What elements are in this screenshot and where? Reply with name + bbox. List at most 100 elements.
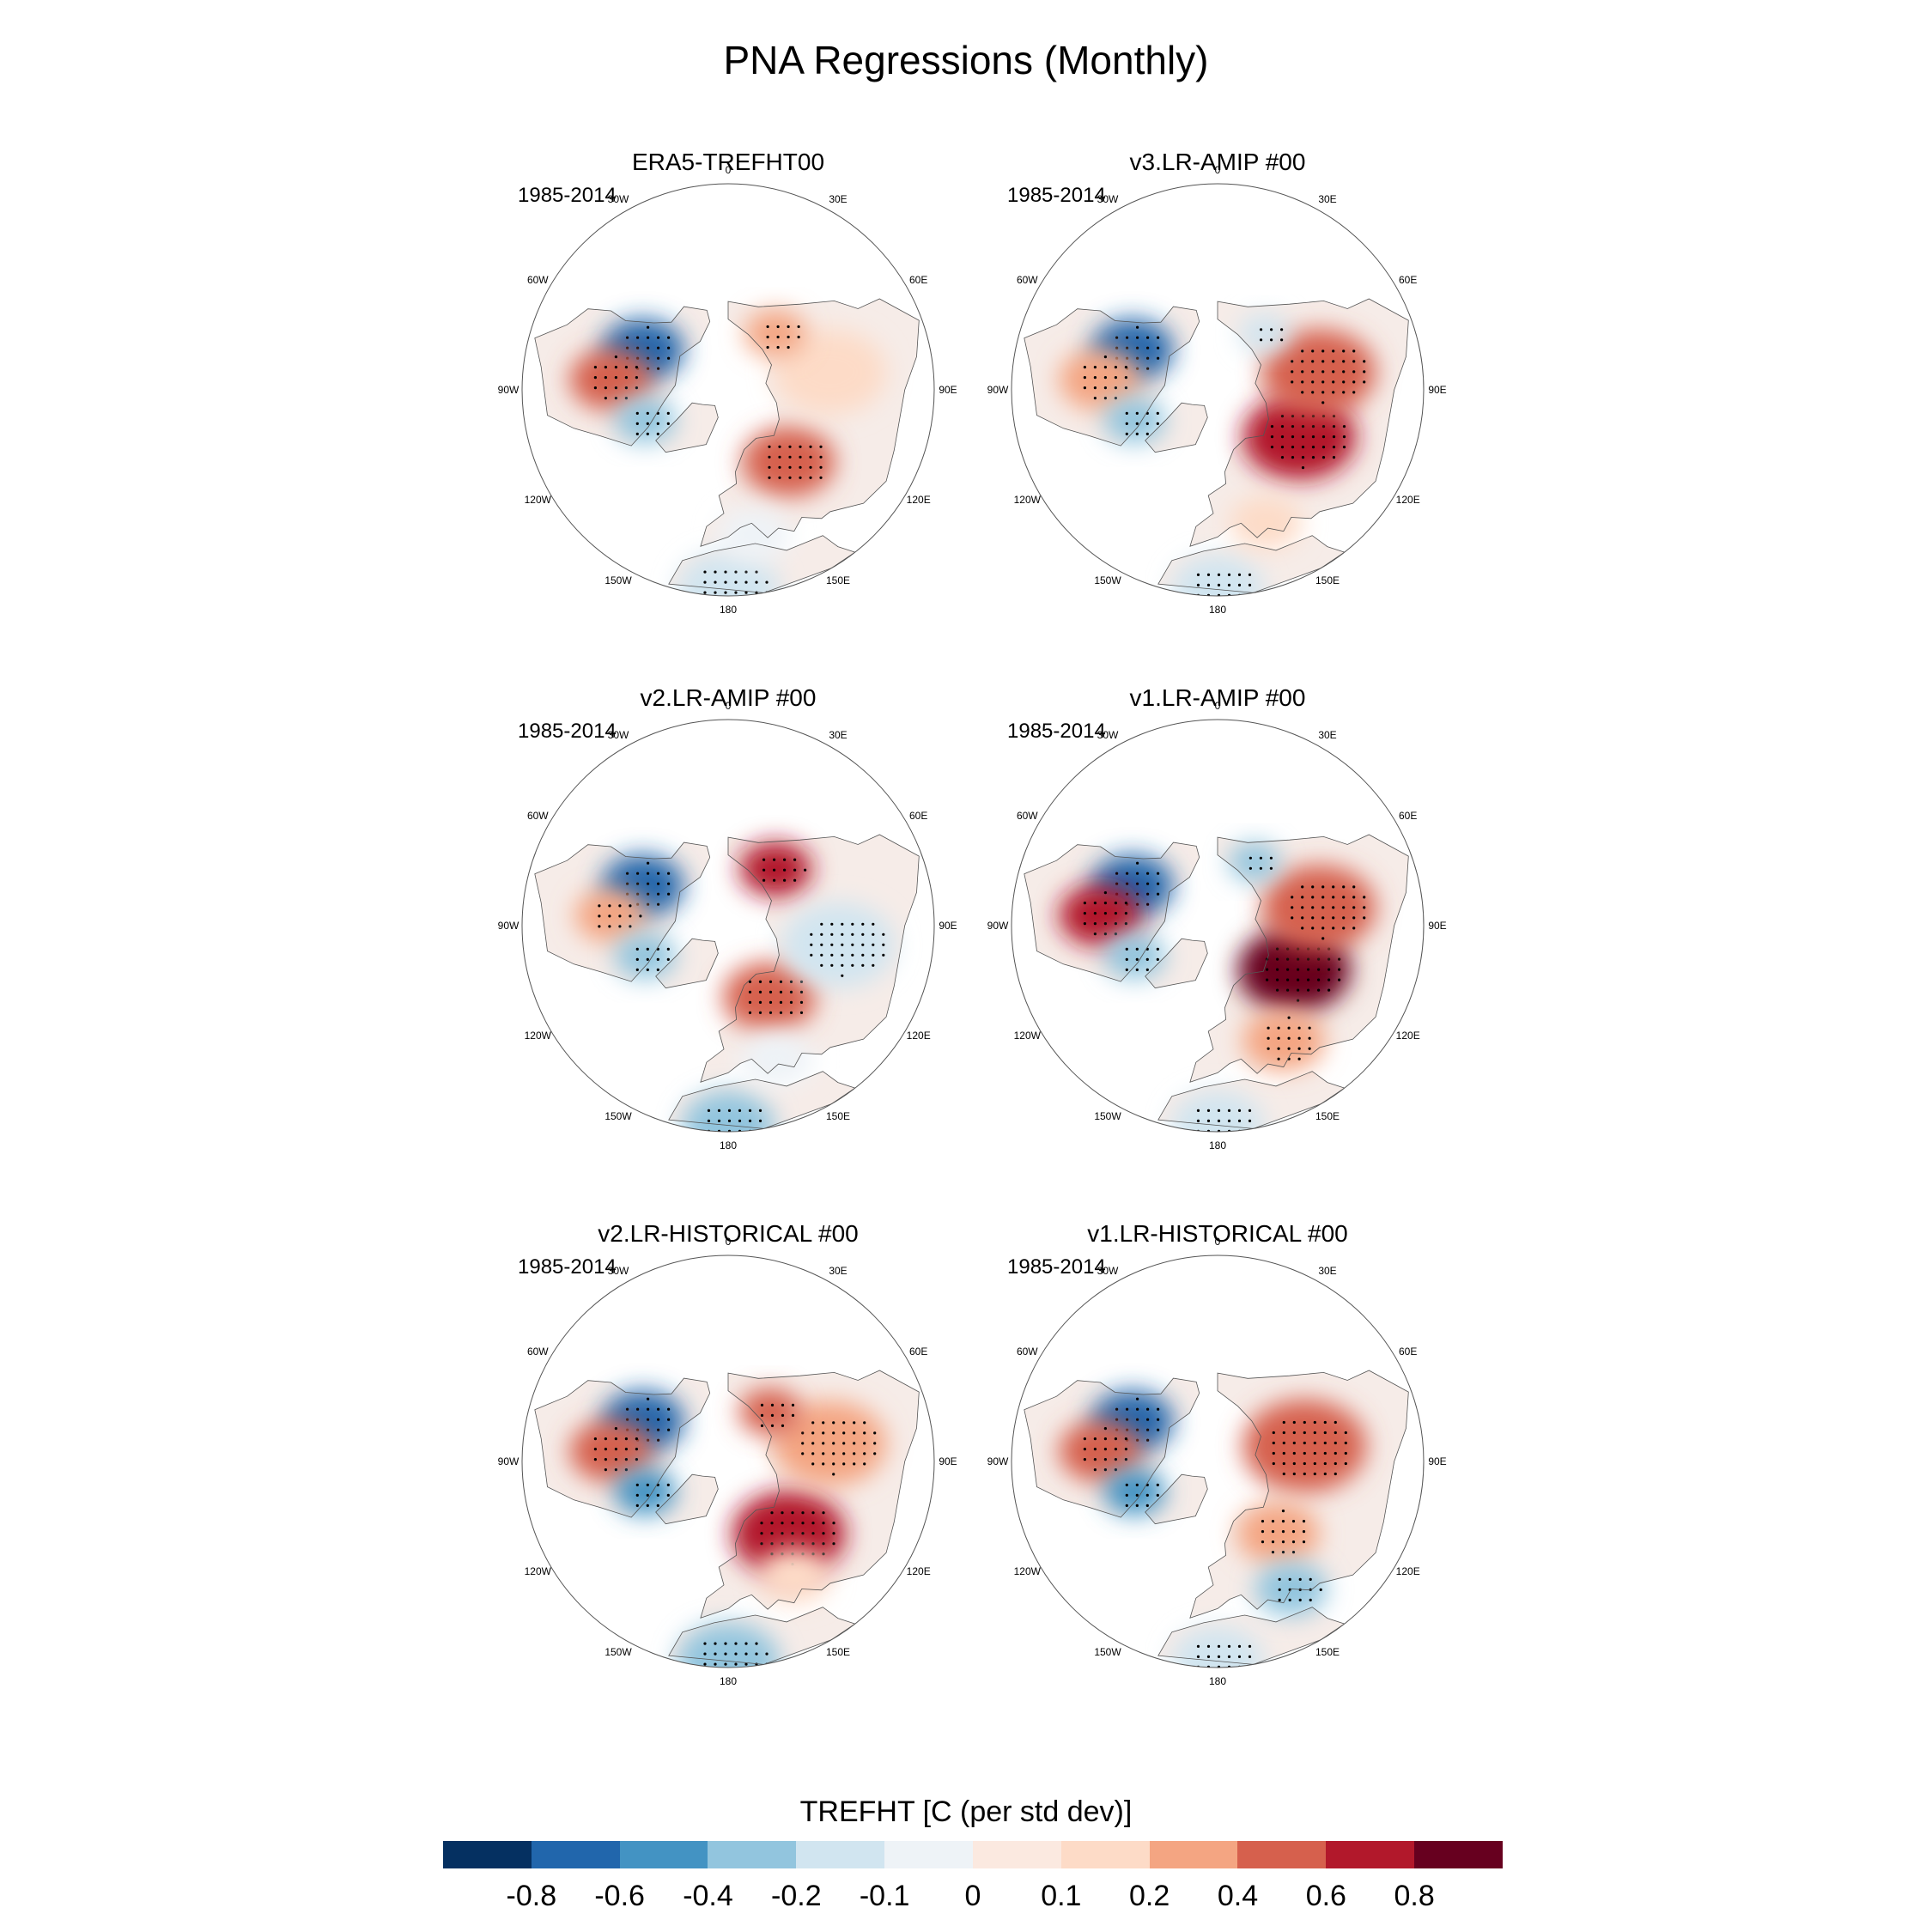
significance-dot [1083,366,1086,369]
significance-dot [769,1000,773,1004]
significance-dot [748,1109,752,1112]
anomaly-patch [1171,1626,1264,1668]
significance-dot [647,356,650,360]
colorbar-tick-label: 0.2 [1129,1880,1170,1912]
significance-dot [636,1407,640,1411]
significance-dot [1115,1407,1119,1411]
significance-dot [781,1424,785,1427]
significance-dot [1114,922,1117,926]
significance-dot [1093,1458,1097,1461]
significance-dot [635,1448,638,1451]
significance-dot [646,968,649,971]
significance-dot [1297,968,1300,971]
significance-dot [755,580,758,584]
significance-dot [703,1674,706,1676]
significance-dot [830,933,834,936]
significance-dot [604,1458,607,1461]
panel-period: 1985-2014 [1007,720,1106,743]
significance-dot [853,1462,856,1466]
significance-dot [635,376,638,380]
significance-dot [810,943,813,946]
significance-dot [1261,1530,1265,1534]
significance-dot [1291,1520,1296,1523]
significance-dot [614,355,617,359]
longitude-label: 150E [1315,1645,1340,1658]
significance-dot [1146,902,1150,906]
significance-dot [801,1522,805,1525]
coastline [1189,1370,1409,1619]
anomaly-patch [732,1491,846,1577]
significance-dot [873,1442,877,1445]
significance-dot [748,990,752,993]
significance-dot [1313,1441,1316,1445]
significance-dot [1124,1458,1127,1461]
significance-dot [1206,583,1211,586]
significance-dot [1303,1441,1306,1445]
coastline [668,535,856,593]
significance-dot [1313,1420,1316,1425]
longitude-label: 90W [987,920,1009,932]
significance-dot [744,570,748,574]
significance-dot [1334,1472,1337,1476]
significance-dot [762,868,766,872]
longitude-label: 150E [825,574,851,586]
significance-dot [1227,573,1231,576]
significance-dot [1146,892,1150,896]
longitude-label: 180 [1208,1139,1227,1151]
significance-dot [1248,593,1252,596]
figure-title: PNA Regressions (Monthly) [723,38,1209,82]
significance-dot [799,980,804,983]
significance-dot [724,570,727,574]
significance-dot [1217,583,1221,586]
significance-dot [703,602,706,605]
significance-dot [604,386,607,390]
significance-dot [626,336,629,339]
longitude-label: 30W [1097,193,1119,206]
significance-dot [1352,370,1356,374]
significance-dot [1083,1458,1086,1461]
significance-dot [635,411,639,415]
significance-dot [724,1662,727,1666]
significance-dot [1311,425,1315,428]
significance-dot [667,1418,671,1421]
significance-dot [1103,355,1107,359]
colorbar-tick-label: 0.6 [1305,1880,1346,1912]
significance-dot [656,1504,659,1507]
coastline [1024,841,1200,982]
anomaly-patch [1103,1468,1166,1516]
significance-dot [647,325,650,329]
significance-dot [872,943,875,946]
significance-dot [748,1011,752,1014]
significance-dot [714,1642,717,1645]
significance-dot [1323,1461,1327,1466]
significance-dot [853,1442,856,1445]
significance-dot [624,376,628,380]
significance-dot [1136,1397,1139,1400]
significance-dot [714,1662,717,1666]
significance-dot [1196,1119,1200,1122]
longitude-label: 90E [1428,384,1447,396]
polar-map [521,183,935,605]
panel-title: v3.LR-AMIP #00 [1129,149,1306,175]
significance-dot [1103,1468,1107,1472]
significance-dot [1125,1504,1128,1507]
significance-dot [1272,1441,1275,1445]
colorbar-tick-label: 0.4 [1217,1880,1259,1912]
significance-dot [1280,446,1285,449]
significance-dot [636,1418,640,1421]
significance-dot [1135,432,1139,435]
significance-dot [1276,947,1279,951]
significance-dot [768,476,771,479]
significance-dot [1217,1644,1221,1648]
significance-dot [1292,1420,1296,1425]
significance-dot [1301,435,1305,439]
longitude-label: 30E [1318,1265,1337,1278]
anomaly-patch [1228,842,1280,882]
significance-dot [1196,583,1200,586]
significance-dot [724,1652,727,1656]
map-boundary [521,183,935,597]
longitude-label: 90E [1428,920,1447,932]
significance-dot [1309,1598,1312,1601]
significance-dot [770,1403,775,1406]
land-area [655,939,719,988]
